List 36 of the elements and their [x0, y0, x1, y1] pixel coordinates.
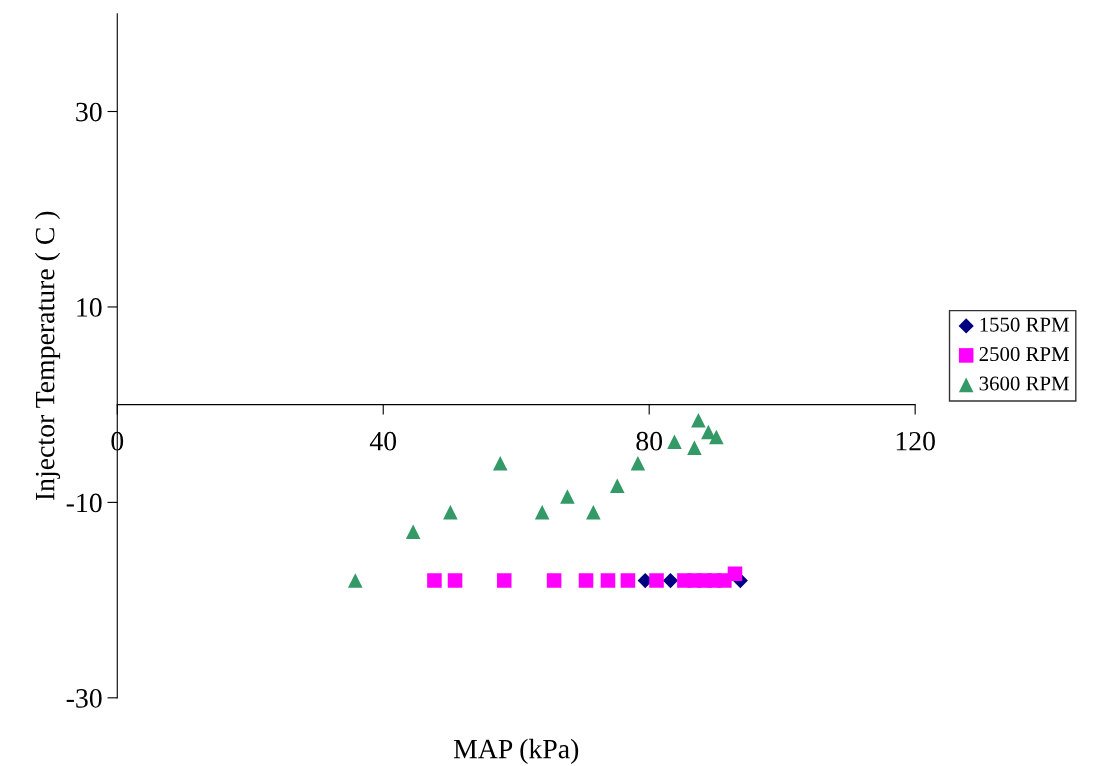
y-axis-title: Injector Temperature ( C )	[34, 211, 61, 501]
x-axis-title: MAP (kPa)	[453, 738, 579, 765]
point	[667, 434, 682, 450]
point	[586, 504, 601, 520]
legend-label: 2500 RPM	[979, 347, 1069, 362]
point	[709, 429, 724, 445]
point	[687, 440, 702, 455]
point	[578, 573, 594, 588]
point	[447, 573, 463, 588]
y-tick-label: -30	[66, 688, 102, 708]
point	[560, 489, 575, 504]
y-tick-label: 30	[76, 102, 102, 122]
point	[610, 478, 625, 494]
point	[534, 504, 550, 520]
point	[630, 456, 646, 471]
point	[492, 456, 508, 471]
point	[546, 573, 562, 588]
point	[701, 424, 716, 440]
x-tick-label: 40	[369, 431, 397, 451]
legend-label: 3600 RPM	[979, 376, 1069, 391]
point	[496, 573, 512, 588]
point	[620, 573, 636, 588]
point	[727, 566, 743, 582]
point	[691, 413, 706, 428]
point	[662, 572, 679, 589]
point	[600, 573, 616, 588]
x-tick-label: 80	[636, 431, 663, 451]
y-tick-label: -10	[66, 493, 102, 513]
point	[348, 573, 363, 588]
point	[649, 573, 664, 588]
x-tick-label: 120	[896, 431, 935, 451]
legend-label: 1550 RPM	[980, 317, 1069, 332]
y-tick-label: 10	[77, 298, 102, 317]
point	[405, 524, 421, 539]
point	[443, 504, 458, 520]
point	[427, 573, 442, 588]
